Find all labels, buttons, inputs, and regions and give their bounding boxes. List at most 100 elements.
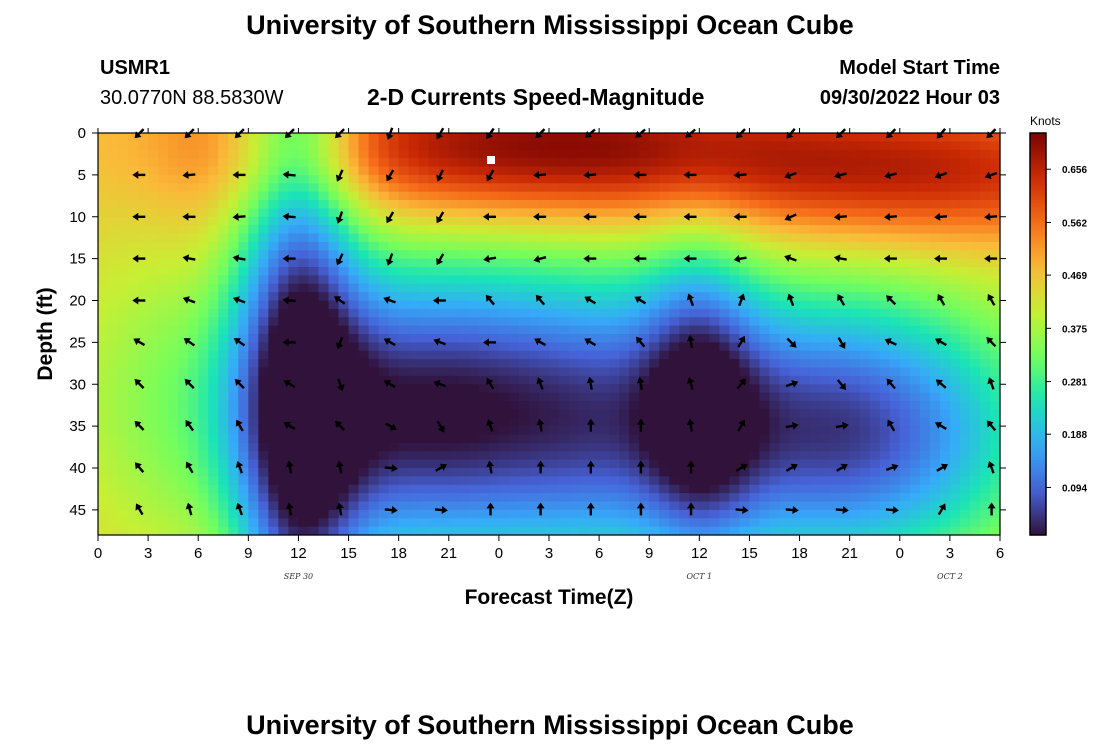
heat-cell [298, 334, 310, 343]
heat-cell [188, 233, 199, 243]
heat-cell [859, 409, 871, 419]
heat-cell [929, 225, 941, 235]
heat-cell [158, 426, 169, 436]
heat-cell [779, 426, 791, 436]
heat-cell [248, 292, 259, 302]
heat-cell [488, 191, 500, 201]
heat-cell [949, 317, 961, 327]
heat-cell [198, 375, 209, 385]
heat-cell [969, 233, 981, 243]
heat-cell [378, 191, 390, 201]
heat-cell [939, 208, 951, 218]
heat-cell [689, 225, 700, 235]
heat-cell [789, 275, 801, 285]
heat-cell [769, 233, 781, 243]
heat-cell [138, 484, 149, 494]
heat-cell [538, 200, 550, 209]
heat-cell [418, 225, 430, 235]
heat-cell [488, 459, 500, 469]
heat-cell [248, 334, 259, 343]
heat-cell [829, 200, 841, 209]
heat-cell [599, 241, 610, 251]
heat-cell [559, 493, 570, 503]
heat-cell [829, 166, 841, 176]
heat-cell [108, 325, 119, 335]
heat-cell [258, 392, 269, 402]
heat-cell [218, 283, 229, 293]
heat-cell [829, 308, 841, 318]
heat-cell [719, 149, 730, 159]
heat-cell [298, 493, 310, 503]
heat-cell [659, 401, 670, 410]
heat-cell [809, 149, 821, 159]
heat-cell [569, 216, 580, 226]
heat-cell [719, 518, 730, 528]
heat-cell [599, 174, 610, 184]
heat-cell [198, 401, 209, 410]
heat-cell [819, 308, 831, 318]
heat-cell [318, 359, 330, 369]
heat-cell [478, 308, 490, 318]
heat-cell [258, 501, 269, 511]
heat-cell [388, 258, 400, 268]
current-arrow [785, 463, 798, 472]
heat-cell [228, 325, 239, 335]
heat-cell [939, 250, 951, 260]
heat-cell [318, 317, 330, 327]
heat-cell [518, 250, 530, 260]
heat-cell [488, 200, 500, 209]
heat-cell [188, 484, 199, 494]
heat-cell [819, 250, 831, 260]
heat-cell [148, 417, 159, 427]
heat-cell [759, 325, 771, 335]
heat-cell [759, 200, 771, 209]
heat-cell [158, 451, 169, 461]
heat-cell [318, 200, 330, 209]
heat-cell [538, 250, 550, 260]
current-arrow [984, 212, 998, 221]
heat-cell [178, 468, 189, 477]
heat-cell [108, 526, 119, 536]
heat-cell [669, 426, 680, 436]
heat-cell [559, 426, 570, 436]
heat-cell [408, 233, 420, 243]
heat-cell [909, 216, 921, 226]
current-arrow [235, 419, 244, 432]
heat-cell [458, 325, 470, 335]
heat-cell [659, 166, 670, 176]
heat-cell [398, 426, 410, 436]
heat-cell [138, 359, 149, 369]
heat-cell [949, 476, 961, 486]
heat-cell [388, 501, 400, 511]
heat-cell [378, 367, 390, 377]
heat-cell [819, 166, 831, 176]
current-arrow [683, 212, 697, 221]
heat-cell [98, 149, 109, 159]
heat-cell [779, 191, 791, 201]
heat-cell [488, 233, 500, 243]
heat-cell [448, 216, 460, 226]
heat-cell [629, 174, 640, 184]
heat-cell [318, 133, 330, 142]
heat-cell [889, 258, 901, 268]
heat-cell [839, 300, 851, 310]
heat-cell [348, 426, 360, 436]
heat-cell [368, 401, 380, 410]
heat-cell [328, 191, 340, 201]
heat-cell [989, 417, 1001, 427]
heat-cell [579, 317, 590, 327]
arrow-head [182, 212, 189, 221]
heat-cell [538, 208, 550, 218]
heat-cell [569, 342, 580, 352]
heat-cell [939, 451, 951, 461]
heat-cell [989, 342, 1001, 352]
y-tick-label: 30 [69, 376, 86, 393]
heat-cell [308, 526, 320, 536]
heat-cell [448, 342, 460, 352]
heat-cell [689, 292, 700, 302]
heat-cell [879, 442, 891, 452]
heat-cell [759, 509, 771, 519]
heat-cell [388, 334, 400, 343]
heat-cell [609, 484, 620, 494]
heat-cell [789, 426, 801, 436]
